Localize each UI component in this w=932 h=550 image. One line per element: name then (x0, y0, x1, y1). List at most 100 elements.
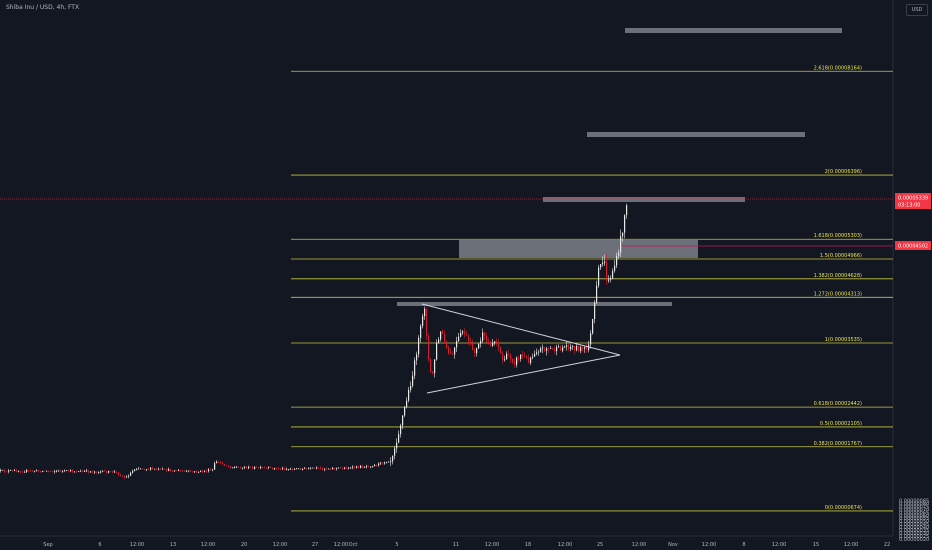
candle-body (498, 342, 500, 348)
y-tick-label: 0.00000050 (899, 519, 929, 525)
candle-body (182, 470, 184, 472)
candle-body (292, 468, 294, 470)
fib-label: 2.618(0.00008164) (814, 65, 862, 71)
countdown-value: 03:13:00 (898, 203, 920, 209)
candle-body (470, 341, 472, 344)
candle-body (42, 470, 44, 472)
x-tick-label: 8 (742, 542, 745, 548)
candle-body (14, 470, 16, 472)
candle-body (168, 469, 170, 471)
last-price-value: 0.00005339 (898, 196, 928, 202)
fib-label: 0.382(0.00001767) (814, 441, 862, 447)
candle-body (246, 467, 248, 469)
candle-body (410, 385, 412, 390)
candle-body (474, 349, 476, 354)
candles (0, 203, 628, 479)
y-tick-label: 0.00000025 (899, 534, 929, 540)
x-tick-label: 22 (884, 542, 890, 548)
candle-body (40, 471, 42, 472)
candle-body (296, 468, 298, 470)
x-tick-label: 11 (453, 542, 459, 548)
candle-body (256, 467, 258, 468)
candle-body (94, 471, 96, 473)
candle-body (426, 308, 428, 336)
y-tick-label: 0.00000070 (899, 507, 929, 513)
candle-body (30, 470, 32, 472)
candle-body (270, 467, 272, 468)
candle-body (444, 333, 446, 342)
candle-body (422, 316, 424, 327)
candle-body (150, 467, 152, 470)
candle-body (258, 467, 260, 469)
fib-label: 0.5(0.00002105) (820, 421, 862, 427)
candle-body (430, 359, 432, 372)
candle-body (86, 470, 88, 472)
candle-body (44, 470, 46, 472)
candle-body (586, 347, 588, 350)
candle-body (574, 346, 576, 351)
candle-body (190, 470, 192, 472)
candle-body (480, 340, 482, 344)
candle-body (136, 468, 138, 470)
candle-body (578, 346, 580, 352)
resistance-zone (625, 28, 842, 33)
candle-body (504, 359, 506, 361)
candle-body (510, 354, 512, 360)
candle-body (62, 470, 64, 472)
y-tick-label: 0.00000085 (899, 499, 929, 505)
candle-body (348, 468, 350, 470)
candle-body (402, 415, 404, 426)
candle-body (114, 471, 116, 473)
candle-body (24, 471, 26, 473)
currency-badge[interactable]: USD (906, 4, 928, 16)
candle-body (344, 467, 346, 469)
candle-body (58, 470, 60, 472)
candle-body (66, 470, 68, 471)
candle-body (518, 357, 520, 359)
candle-body (526, 356, 528, 358)
candle-body (228, 465, 230, 467)
candle-body (264, 467, 266, 469)
y-tick-label: 0.00000055 (899, 516, 929, 522)
y-tick-label: 0.00000030 (899, 531, 929, 537)
candle-body (288, 469, 290, 470)
candle-body (282, 468, 284, 470)
candle-body (446, 341, 448, 348)
candle-body (230, 466, 232, 469)
candle-body (302, 468, 304, 470)
candle-body (238, 466, 240, 468)
candle-body (104, 470, 106, 472)
candle-body (374, 464, 376, 467)
x-tick-label: Sep (43, 542, 52, 548)
candle-body (618, 252, 620, 256)
candle-body (538, 351, 540, 353)
candle-body (156, 468, 158, 470)
candle-body (248, 466, 250, 469)
candle-body (184, 471, 186, 472)
candle-body (622, 232, 624, 237)
candle-body (92, 471, 94, 473)
candle-body (226, 465, 228, 467)
fib-label: 1.272(0.00004313) (814, 291, 862, 297)
candle-body (252, 467, 254, 469)
resistance-zone (543, 197, 745, 202)
candle-body (468, 335, 470, 342)
candle-body (108, 470, 110, 473)
candle-body (454, 347, 456, 355)
candle-body (352, 466, 354, 468)
candle-body (18, 471, 20, 473)
candle-body (532, 356, 534, 358)
candle-body (148, 469, 150, 470)
candle-body (216, 461, 218, 464)
candle-body (32, 470, 34, 472)
candle-body (440, 331, 442, 340)
candle-body (222, 462, 224, 464)
candle-body (370, 466, 372, 468)
candle-body (300, 468, 302, 470)
y-tick-label: 0.00000080 (899, 502, 929, 508)
candle-body (74, 471, 76, 473)
candle-body (218, 461, 220, 463)
candle-body (486, 335, 488, 342)
candle-body (200, 470, 202, 472)
